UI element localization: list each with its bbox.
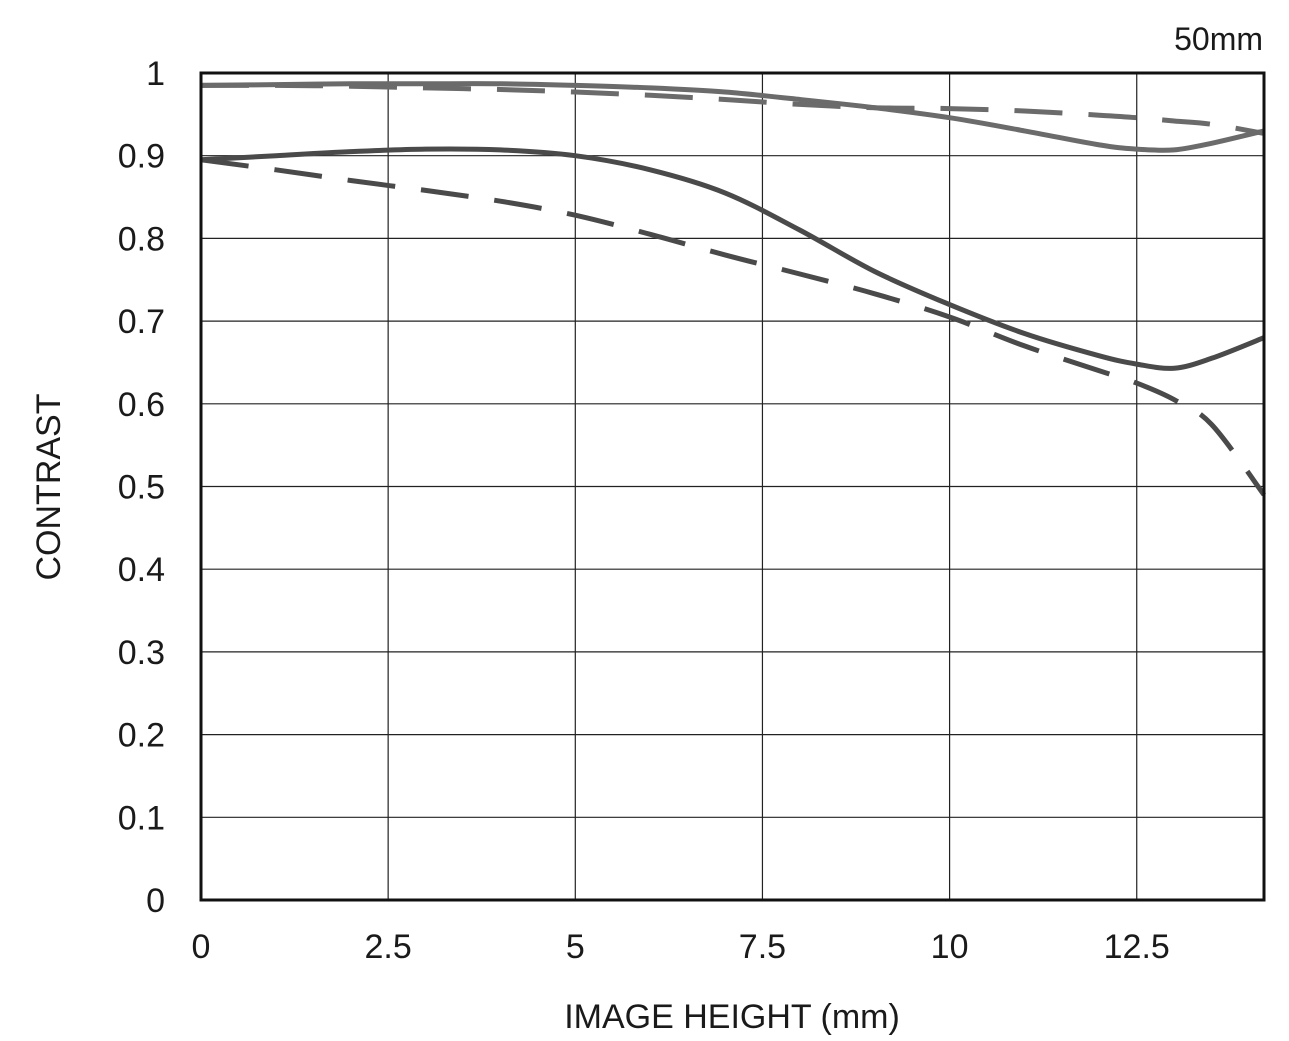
plot-frame <box>199 71 1266 902</box>
y-tick-label: 0.3 <box>118 634 165 672</box>
y-tick-label: 0.7 <box>118 303 165 341</box>
y-tick-labels: 0 0.1 0.2 0.3 0.4 0.5 0.6 0.7 0.8 0.9 1 <box>118 55 165 920</box>
y-tick-label: 0.5 <box>118 469 165 507</box>
x-tick-label: 10 <box>931 928 969 966</box>
y-tick-label: 0.8 <box>118 220 165 258</box>
y-tick-label: 0.9 <box>118 138 165 176</box>
y-tick-label: 0.2 <box>118 717 165 755</box>
series-layer <box>200 81 1267 497</box>
x-tick-label: 0 <box>192 928 211 966</box>
x-tick-label: 5 <box>566 928 585 966</box>
y-tick-label: 0 <box>146 882 165 920</box>
y-tick-label: 1 <box>146 55 165 93</box>
x-tick-label: 7.5 <box>739 928 786 966</box>
series-line-3-solid <box>200 146 1265 371</box>
x-tick-label: 12.5 <box>1104 928 1170 966</box>
x-axis-label: IMAGE HEIGHT (mm) <box>564 998 900 1036</box>
series-line-1-solid <box>200 81 1265 153</box>
x-tick-label: 2.5 <box>365 928 412 966</box>
x-tick-labels: 0 2.5 5 7.5 10 12.5 <box>192 928 1170 966</box>
y-axis-label: CONTRAST <box>30 394 68 581</box>
series-line-4-dashed <box>200 157 1267 497</box>
focal-length-annotation: 50mm <box>1174 21 1263 57</box>
y-tick-label: 0.1 <box>118 799 165 837</box>
y-tick-label: 0.6 <box>118 386 165 424</box>
y-tick-label: 0.4 <box>118 551 165 589</box>
